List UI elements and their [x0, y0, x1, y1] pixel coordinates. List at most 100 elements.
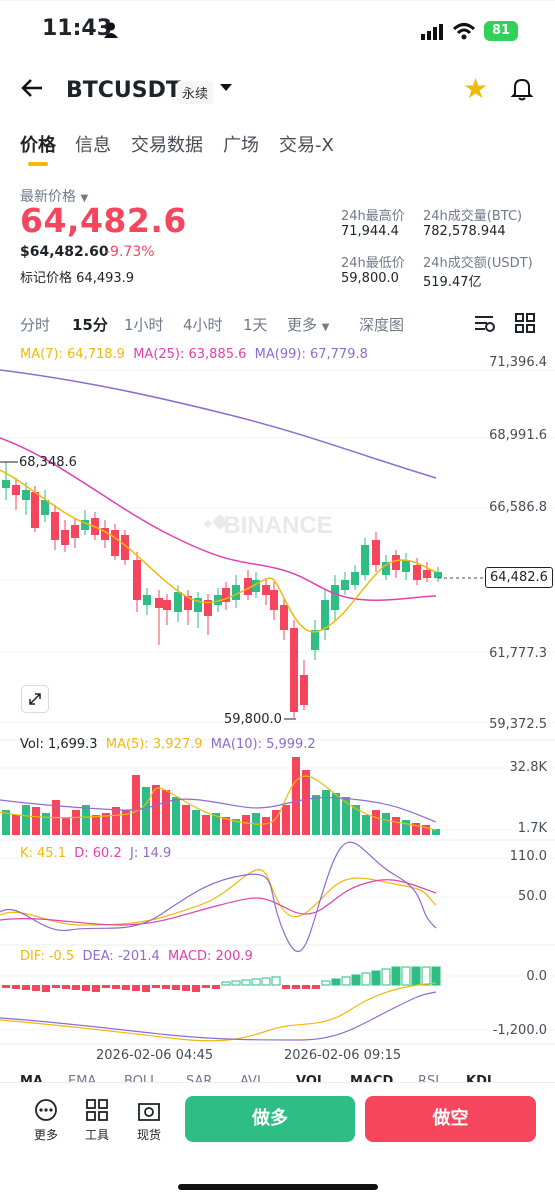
macd-bar	[2, 985, 10, 988]
volume-bar	[102, 813, 110, 835]
macd-bar	[172, 985, 180, 990]
macd-bar	[162, 985, 170, 989]
volume-bar	[332, 793, 340, 835]
macd-bar	[182, 985, 190, 991]
macd-bar	[292, 985, 300, 989]
grid-layout-icon[interactable]	[515, 313, 535, 337]
tab-info[interactable]: 信息	[75, 135, 111, 156]
candle-body	[300, 675, 308, 705]
high-annotation: 68,348.6	[19, 455, 77, 470]
long-button[interactable]: 做多	[185, 1096, 355, 1142]
kdj-k-value: K: 45.1	[20, 846, 66, 861]
macd-dea-line	[0, 991, 437, 1041]
latest-price-label[interactable]: 最新价格 ▼	[20, 189, 89, 205]
time-axis-label: 2026-02-06 04:45	[96, 1048, 214, 1063]
macd-bar	[42, 985, 50, 992]
volume-bars	[2, 757, 440, 835]
macd-dea-value: DEA: -201.4	[82, 949, 160, 964]
signal-icon	[421, 24, 445, 44]
macd-bar	[22, 985, 30, 990]
volume-bar	[402, 820, 410, 835]
macd-bar	[421, 966, 431, 986]
vol-btc-value: 782,578.944	[423, 224, 506, 239]
candle-body	[244, 578, 252, 595]
volume-bar	[62, 817, 70, 835]
tab-trading-data[interactable]: 交易数据	[131, 135, 203, 156]
tools-label[interactable]: 工具	[84, 1128, 109, 1142]
volume-bar	[412, 823, 420, 835]
time-axis-label: 2026-02-06 09:15	[284, 1048, 402, 1063]
chart-settings-icon[interactable]	[474, 313, 496, 337]
back-arrow-icon[interactable]	[20, 76, 44, 105]
candle-body	[434, 572, 442, 578]
kdj-axis-top: 110.0	[509, 849, 547, 864]
candle-body	[61, 530, 69, 545]
candle-body	[262, 585, 270, 595]
wifi-icon	[452, 22, 476, 44]
star-icon[interactable]: ★	[463, 72, 489, 105]
short-button[interactable]: 做空	[365, 1096, 536, 1142]
candle-body	[232, 585, 240, 600]
volume-bar	[182, 805, 190, 835]
macd-bar	[132, 985, 140, 991]
interval-more[interactable]: 更多 ▼	[287, 316, 330, 334]
vol-usdt-value: 519.47亿	[423, 275, 482, 290]
volume-bar	[422, 825, 430, 835]
macd-bar	[12, 985, 20, 989]
more-icon[interactable]	[26, 1098, 66, 1126]
candle-body	[155, 598, 163, 608]
vol-ma10-line	[0, 796, 437, 823]
candle-body	[290, 628, 298, 712]
volume-bar	[232, 819, 240, 835]
volume-bar	[142, 787, 150, 835]
tools-icon[interactable]	[77, 1098, 117, 1126]
tab-price[interactable]: 价格	[20, 135, 56, 156]
vol-usdt-label: 24h成交额(USDT)	[423, 256, 533, 271]
volume-bar	[22, 805, 30, 835]
candle-body	[101, 528, 109, 540]
symbol-title[interactable]: BTCUSDT	[66, 78, 181, 103]
price-axis-label: 68,991.6	[489, 428, 547, 443]
candle-body	[402, 560, 410, 572]
interval-1d[interactable]: 1天	[243, 316, 268, 334]
volume-bar	[262, 817, 270, 835]
macd-bar	[212, 985, 220, 989]
last-price-tag: 64,482.6	[485, 567, 553, 588]
vol-ma10-value: MA(10): 5,999.2	[210, 737, 316, 752]
kdj-d-value: D: 60.2	[74, 846, 122, 861]
depth-chart-tab[interactable]: 深度图	[359, 316, 405, 334]
candle-body	[204, 600, 212, 616]
expand-icon[interactable]	[21, 685, 49, 713]
volume-bar	[312, 795, 320, 835]
macd-bar	[312, 985, 320, 989]
macd-bar	[32, 985, 40, 991]
bell-icon[interactable]	[510, 76, 534, 108]
more-label[interactable]: 更多	[33, 1128, 58, 1142]
candle-body	[143, 595, 151, 605]
candle-body	[121, 535, 129, 560]
tab-square[interactable]: 广场	[223, 135, 259, 156]
candle-body	[423, 570, 431, 578]
interval-line[interactable]: 分时	[20, 316, 51, 334]
high-label: 24h最高价	[341, 209, 405, 224]
interval-4h[interactable]: 4小时	[183, 316, 223, 334]
kline-chart[interactable]: BINANCE	[0, 0, 555, 1070]
candle-body	[331, 585, 339, 610]
macd-bar	[122, 985, 130, 990]
candle-body	[392, 555, 400, 570]
macd-bar	[261, 977, 271, 986]
interval-15m[interactable]: 15分	[72, 316, 108, 334]
macd-bar	[351, 974, 361, 986]
spot-label[interactable]: 现货	[136, 1128, 161, 1142]
spot-icon[interactable]	[129, 1098, 169, 1126]
volume-bar	[432, 829, 440, 835]
candle-body	[71, 525, 79, 538]
perpetual-tag: 永续	[177, 81, 214, 104]
volume-bar	[362, 815, 370, 835]
candle-body	[81, 520, 89, 530]
candle-body	[280, 605, 288, 630]
volume-bar	[352, 805, 360, 835]
chevron-down-icon[interactable]	[219, 80, 233, 98]
tab-trade-x[interactable]: 交易-X	[279, 135, 334, 156]
interval-1h[interactable]: 1小时	[124, 316, 164, 334]
